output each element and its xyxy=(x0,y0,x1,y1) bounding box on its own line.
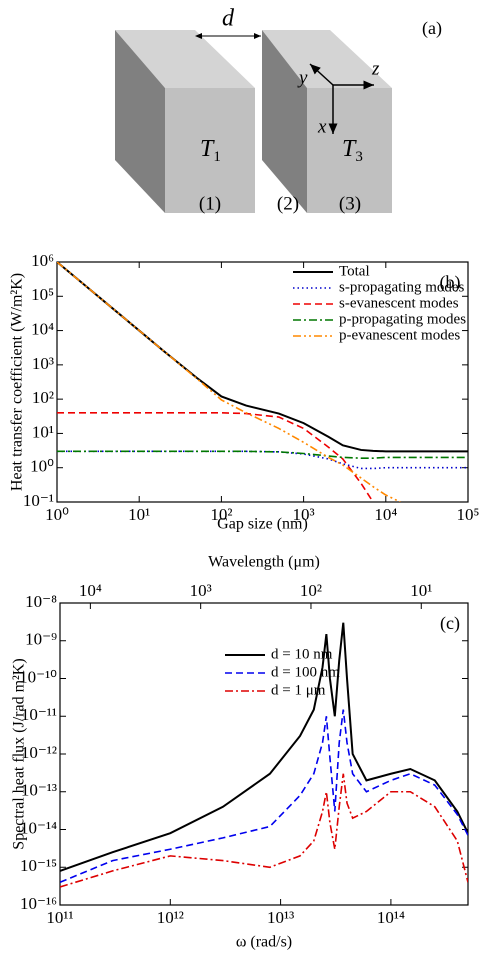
x-tick-label: 10¹³ xyxy=(267,908,294,927)
series-line xyxy=(57,450,468,459)
legend-label: p-evanescent modes xyxy=(339,327,460,343)
series-line xyxy=(60,773,468,888)
x2-tick-label: 10³ xyxy=(190,581,212,600)
region-label: (3) xyxy=(339,193,361,214)
series-line xyxy=(60,622,468,872)
axis-label: z xyxy=(371,58,380,79)
y-tick-label: 10⁻¹¹ xyxy=(21,705,57,724)
block-side xyxy=(115,30,165,213)
panel-label: (a) xyxy=(422,18,442,39)
x-tick-label: 10¹⁴ xyxy=(377,908,405,927)
x-tick-label: 10⁵ xyxy=(457,505,480,524)
temperature: T1 xyxy=(200,136,221,166)
gap-label: d xyxy=(222,6,235,32)
y-tick-label: 10⁻⁸ xyxy=(25,592,57,611)
x-tick-label: 10¹¹ xyxy=(46,908,73,927)
legend-label: d = 1 μm xyxy=(271,682,326,698)
y-tick-label: 10⁴ xyxy=(31,319,54,338)
x-tick-label: 10¹ xyxy=(128,505,150,524)
diagram: d (a) y z x T1 T3 (1) (2) (3) xyxy=(115,6,442,214)
x-tick-label: 10⁰ xyxy=(45,505,69,524)
y-tick-label: 10⁰ xyxy=(30,457,54,476)
plot-frame xyxy=(56,261,469,503)
x-tick-label: 10⁴ xyxy=(374,505,397,524)
legend-label: p-propagating modes xyxy=(339,311,466,327)
y-tick-label: 10² xyxy=(32,388,54,407)
temperature-symbol: T xyxy=(200,136,215,162)
y-tick-label: 10⁻¹³ xyxy=(21,781,57,800)
block-top xyxy=(115,30,255,88)
x2-tick-label: 10² xyxy=(300,581,322,600)
temperature-subscript: 1 xyxy=(213,149,221,165)
y-axis-label: Spectral heat flux (J/rad m²K) xyxy=(11,658,28,849)
y-tick-label: 10⁻¹⁵ xyxy=(20,856,57,875)
plot-frame xyxy=(59,602,469,906)
region-label: (2) xyxy=(277,193,299,214)
x2-tick-label: 10⁴ xyxy=(79,581,102,600)
y-tick-label: 10⁻¹⁰ xyxy=(19,667,57,686)
y-tick-label: 10⁻¹⁴ xyxy=(20,818,57,837)
panel-label: (b) xyxy=(440,272,461,293)
temperature-symbol: T xyxy=(342,136,357,162)
series-line xyxy=(57,450,468,470)
y-tick-label: 10⁻¹⁶ xyxy=(20,894,57,913)
x-axis-label: Gap size (nm) xyxy=(217,516,308,533)
x-tick-label: 10³ xyxy=(293,505,315,524)
legend-label: s-propagating modes xyxy=(339,279,465,295)
chart: 10¹¹ 10¹² 10¹³ 10¹⁴ 10⁻¹⁶ 10⁻¹⁵ 10⁻¹⁴ 10⁻¹³ 10⁻¹… xyxy=(11,554,469,951)
region-label: (1) xyxy=(199,193,221,214)
x-tick-label: 10¹² xyxy=(157,908,184,927)
axis-label: y xyxy=(297,67,308,88)
legend-label: d = 100 nm xyxy=(271,664,340,680)
y-tick-label: 10⁻¹² xyxy=(21,743,57,762)
series-line xyxy=(60,709,468,884)
panel-label: (c) xyxy=(440,613,460,634)
temperature: T3 xyxy=(342,136,363,166)
series-line xyxy=(57,262,401,502)
chart: 10⁰ 10¹ 10² 10³ 10⁴ 10⁵10⁻¹10⁰10¹10²10³10⁴10⁵… xyxy=(9,251,480,533)
axis-label: x xyxy=(317,116,327,137)
block-side xyxy=(262,30,307,213)
series-line xyxy=(57,411,374,502)
x-axis-label: ω (rad/s) xyxy=(236,934,292,951)
x2-tick-label: 10¹ xyxy=(410,581,432,600)
y-tick-label: 10³ xyxy=(32,354,54,373)
y-tick-label: 10¹ xyxy=(32,422,54,441)
y-tick-label: 10⁶ xyxy=(31,251,54,270)
temperature-subscript: 3 xyxy=(355,149,363,165)
block-front xyxy=(165,88,255,213)
x2-axis-label: Wavelength (μm) xyxy=(208,554,320,571)
legend-label: d = 10 nm xyxy=(271,646,333,662)
axis-arrow xyxy=(309,63,334,86)
legend-label: s-evanescent modes xyxy=(339,295,459,311)
block-top xyxy=(262,30,392,88)
legend-label: Total xyxy=(339,263,370,279)
y-tick-label: 10⁵ xyxy=(31,285,54,304)
block-front xyxy=(307,88,392,213)
y-tick-label: 10⁻¹ xyxy=(23,491,54,510)
x-tick-label: 10² xyxy=(210,505,232,524)
y-axis-label: Heat transfer coefficient (W/m²K) xyxy=(9,273,26,491)
y-tick-label: 10⁻⁹ xyxy=(25,630,57,649)
